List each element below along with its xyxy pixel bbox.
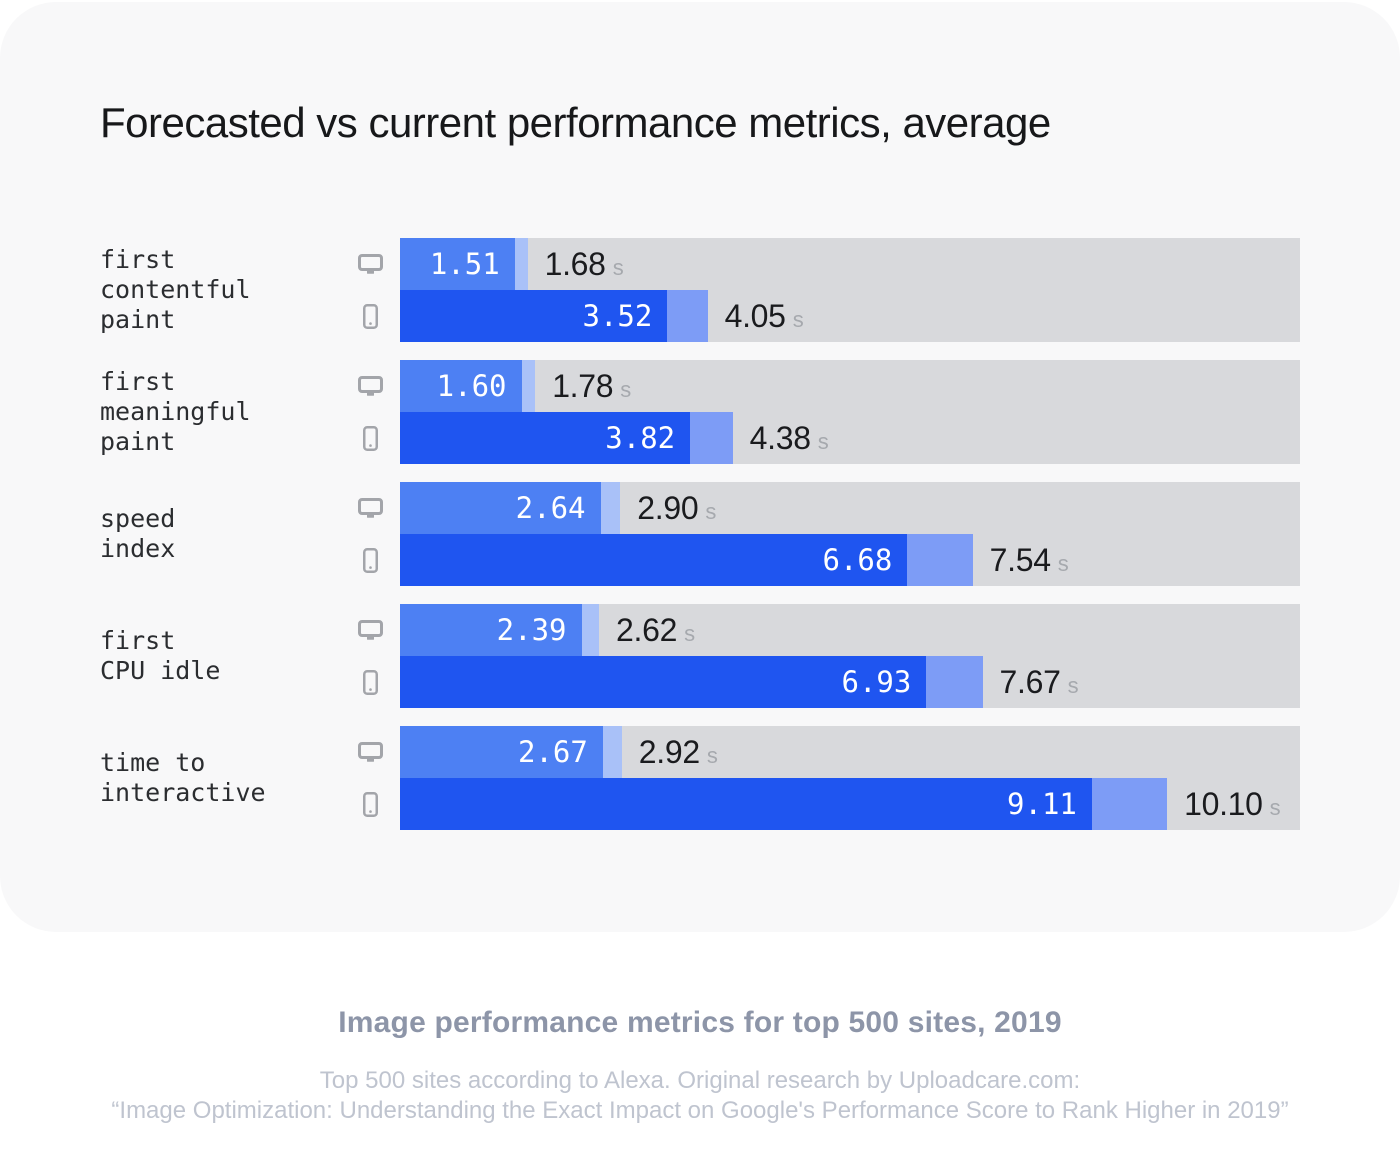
desktop-bar-track: 2.64 2.90 s	[400, 482, 1300, 534]
forecast-value: 2.67	[517, 735, 588, 769]
metric-label: first meaningful paint	[100, 367, 251, 456]
current-value: 7.54 s	[990, 534, 1069, 586]
mobile-bar-track: 3.82 4.38 s	[400, 412, 1300, 464]
current-value: 7.67 s	[1000, 656, 1079, 708]
mobile-delta-bar	[690, 412, 733, 464]
smartphone-icon	[340, 412, 400, 464]
current-value-number: 4.05	[724, 298, 786, 334]
current-value: 1.68 s	[545, 238, 624, 290]
mobile-forecast-bar: 3.82	[400, 412, 691, 464]
current-value-number: 2.90	[637, 490, 699, 526]
forecast-value: 2.39	[496, 613, 567, 647]
mobile-bar-track: 3.52 4.05 s	[400, 290, 1300, 342]
desktop-bar-track: 1.51 1.68 s	[400, 238, 1300, 290]
desktop-delta-bar	[602, 726, 622, 778]
footer-title: Image performance metrics for top 500 si…	[338, 1006, 1062, 1039]
current-value-number: 1.78	[552, 368, 614, 404]
seconds-unit: s	[817, 429, 829, 454]
forecast-value: 6.68	[822, 543, 893, 577]
current-value: 2.90 s	[637, 482, 716, 534]
metric-label: first CPU idle	[100, 626, 221, 685]
desktop-bar-track: 2.39 2.62 s	[400, 604, 1300, 656]
metric-label: first contentful paint	[100, 245, 251, 334]
desktop-forecast-bar: 1.60	[400, 360, 522, 412]
mobile-bar-track: 6.93 7.67 s	[400, 656, 1300, 708]
forecast-value: 6.93	[841, 665, 912, 699]
seconds-unit: s	[684, 621, 696, 646]
current-value-number: 10.10	[1184, 786, 1263, 822]
desktop-monitor-icon	[340, 360, 400, 412]
forecast-value: 2.64	[515, 491, 586, 525]
smartphone-icon	[340, 656, 400, 708]
desktop-delta-bar	[514, 238, 528, 290]
desktop-monitor-icon	[340, 726, 400, 778]
mobile-forecast-bar: 6.93	[400, 656, 927, 708]
current-value: 2.62 s	[616, 604, 695, 656]
mobile-bar-track: 6.68 7.54 s	[400, 534, 1300, 586]
mobile-delta-bar	[1091, 778, 1168, 830]
mobile-delta-bar	[667, 290, 708, 342]
forecast-value: 1.60	[436, 369, 507, 403]
metric-label: time to interactive	[100, 748, 266, 807]
metric-group: time to interactive 2.67 2.92 s 9.11 10.10 s	[100, 726, 1300, 830]
seconds-unit: s	[706, 743, 718, 768]
smartphone-icon	[340, 534, 400, 586]
current-value: 4.05 s	[725, 290, 804, 342]
seconds-unit: s	[612, 255, 624, 280]
current-value: 4.38 s	[750, 412, 829, 464]
forecast-value: 9.11	[1007, 787, 1077, 821]
mobile-delta-bar	[907, 534, 973, 586]
metric-group: first meaningful paint 1.60 1.78 s 3.82 4.38 s	[100, 360, 1300, 464]
metric-group: speed index 2.64 2.90 s 6.68 7.54 s	[100, 482, 1300, 586]
current-value-number: 2.92	[638, 734, 700, 770]
desktop-bar-track: 2.67 2.92 s	[400, 726, 1300, 778]
footer: Image performance metrics for top 500 si…	[0, 1006, 1400, 1126]
forecast-value: 1.51	[429, 247, 500, 281]
desktop-delta-bar	[521, 360, 536, 412]
footer-note-line-2: “Image Optimization: Understanding the E…	[111, 1097, 1289, 1124]
seconds-unit: s	[1067, 673, 1079, 698]
desktop-monitor-icon	[340, 482, 400, 534]
chart-card: Forecasted vs current performance metric…	[0, 2, 1400, 932]
mobile-forecast-bar: 6.68	[400, 534, 908, 586]
footer-note: Top 500 sites according to Alexa. Origin…	[0, 1066, 1400, 1126]
current-value-number: 1.68	[544, 246, 606, 282]
desktop-forecast-bar: 2.67	[400, 726, 603, 778]
metric-group: first CPU idle 2.39 2.62 s 6.93 7.67 s	[100, 604, 1300, 708]
bar-chart: first contentful paint 1.51 1.68 s 3.52 4.05 s…	[100, 238, 1300, 830]
forecast-value: 3.52	[582, 299, 653, 333]
desktop-forecast-bar: 2.39	[400, 604, 582, 656]
metric-group: first contentful paint 1.51 1.68 s 3.52 4.05 s	[100, 238, 1300, 342]
desktop-monitor-icon	[340, 604, 400, 656]
metric-label: speed index	[100, 504, 176, 563]
mobile-bar-track: 9.11 10.10 s	[400, 778, 1300, 830]
desktop-delta-bar	[600, 482, 621, 534]
current-value-number: 7.54	[989, 542, 1051, 578]
desktop-monitor-icon	[340, 238, 400, 290]
seconds-unit: s	[620, 377, 632, 402]
mobile-delta-bar	[926, 656, 983, 708]
desktop-forecast-bar: 1.51	[400, 238, 515, 290]
current-value: 1.78 s	[552, 360, 631, 412]
current-value-number: 2.62	[615, 612, 678, 648]
mobile-forecast-bar: 9.11	[400, 778, 1092, 830]
seconds-unit: s	[792, 307, 804, 332]
current-value-number: 7.67	[999, 664, 1061, 700]
desktop-forecast-bar: 2.64	[400, 482, 601, 534]
seconds-unit: s	[705, 499, 717, 524]
chart-title: Forecasted vs current performance metric…	[100, 99, 1051, 146]
footer-note-line-1: Top 500 sites according to Alexa. Origin…	[319, 1067, 1081, 1094]
smartphone-icon	[340, 778, 400, 830]
seconds-unit: s	[1269, 795, 1281, 820]
smartphone-icon	[340, 290, 400, 342]
current-value: 10.10 s	[1184, 778, 1281, 830]
mobile-forecast-bar: 3.52	[400, 290, 668, 342]
seconds-unit: s	[1057, 551, 1069, 576]
current-value: 2.92 s	[639, 726, 718, 778]
forecast-value: 3.82	[605, 421, 676, 455]
desktop-bar-track: 1.60 1.78 s	[400, 360, 1300, 412]
current-value-number: 4.38	[749, 420, 811, 456]
desktop-delta-bar	[581, 604, 599, 656]
